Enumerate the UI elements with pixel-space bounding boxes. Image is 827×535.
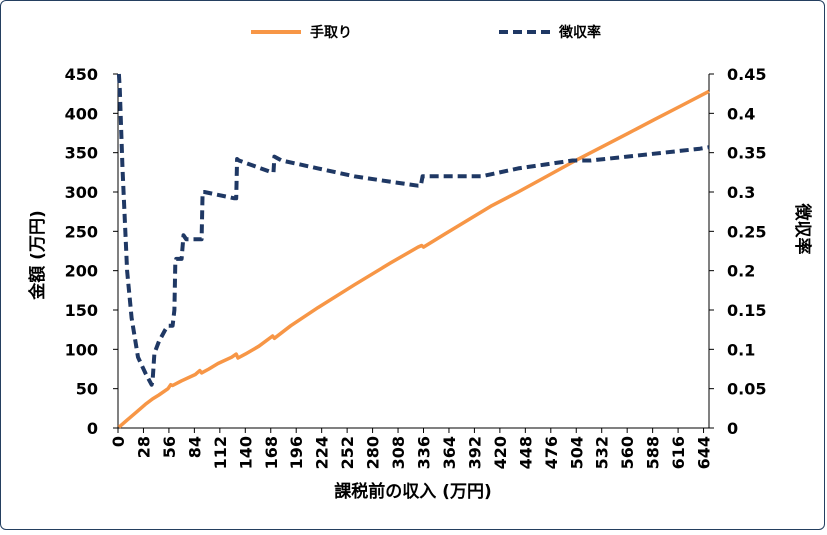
y-axis-title: 金額 (万円) — [27, 210, 48, 300]
x-tick-label: 392 — [465, 436, 484, 469]
y2-tick-label: 0.25 — [727, 222, 766, 241]
y-tick-label: 100 — [65, 340, 98, 359]
y-tick-label: 200 — [65, 262, 98, 281]
axes — [113, 73, 714, 433]
y-tick-label: 450 — [65, 65, 98, 84]
x-tick-label: 56 — [160, 436, 179, 458]
series-line-collection-rate — [116, 73, 710, 387]
y2-tick-label: 0 — [727, 419, 738, 438]
x-tick-label: 196 — [287, 436, 306, 469]
x-tick-label: 252 — [338, 436, 357, 469]
x-tick-label: 28 — [134, 436, 153, 458]
y2-tick-label: 0.15 — [727, 301, 766, 320]
legend: 手取り 徴収率 — [251, 24, 601, 41]
x-tick-label: 448 — [516, 436, 535, 469]
y2-axis-title: 徴収率 — [792, 203, 813, 255]
x-tick-label: 0 — [109, 436, 128, 447]
series-line-take-home — [117, 89, 710, 429]
y2-tick-label: 0.2 — [727, 262, 755, 281]
x-tick-label: 84 — [185, 436, 204, 458]
x-tick-label: 588 — [644, 436, 663, 469]
x-tick-label: 336 — [415, 436, 434, 469]
y2-tick-label: 0.4 — [727, 104, 755, 123]
x-tick-label: 616 — [669, 436, 688, 469]
y2-tick-label: 0.45 — [727, 65, 766, 84]
series-lines — [116, 73, 710, 429]
x-tick-label: 532 — [593, 436, 612, 469]
y-tick-label: 250 — [65, 222, 98, 241]
x-tick-label: 224 — [313, 436, 332, 469]
y2-tick-label: 0.1 — [727, 340, 755, 359]
x-tick-label: 364 — [440, 436, 459, 469]
x-tick-label: 140 — [236, 436, 255, 469]
y-tick-label: 350 — [65, 144, 98, 163]
x-tick-label: 168 — [262, 436, 281, 469]
x-tick-label: 280 — [364, 436, 383, 469]
y-tick-label: 0 — [87, 419, 98, 438]
x-tick-label: 420 — [491, 436, 510, 469]
x-tick-label: 476 — [542, 436, 561, 469]
x-tick-label: 504 — [567, 436, 586, 469]
tick-labels: 0 50 100 150 200 250 300 350 400 450 0 0.05 0.1 0.15 0… — [65, 65, 767, 469]
legend-label-take-home: 手取り — [310, 24, 352, 41]
y-tick-label: 400 — [65, 104, 98, 123]
x-tick-label: 308 — [389, 436, 408, 469]
y2-tick-label: 0.3 — [727, 183, 755, 202]
x-tick-label: 644 — [695, 436, 714, 469]
y2-tick-label: 0.35 — [727, 144, 766, 163]
y2-tick-label: 0.05 — [727, 380, 766, 399]
x-tick-label: 560 — [618, 436, 637, 469]
y-tick-label: 150 — [65, 301, 98, 320]
x-tick-label: 112 — [211, 436, 230, 469]
y-tick-label: 50 — [76, 380, 98, 399]
x-axis-title: 課税前の収入 (万円) — [334, 481, 491, 502]
legend-label-collection-rate: 徴収率 — [558, 24, 601, 41]
y-tick-label: 300 — [65, 183, 98, 202]
